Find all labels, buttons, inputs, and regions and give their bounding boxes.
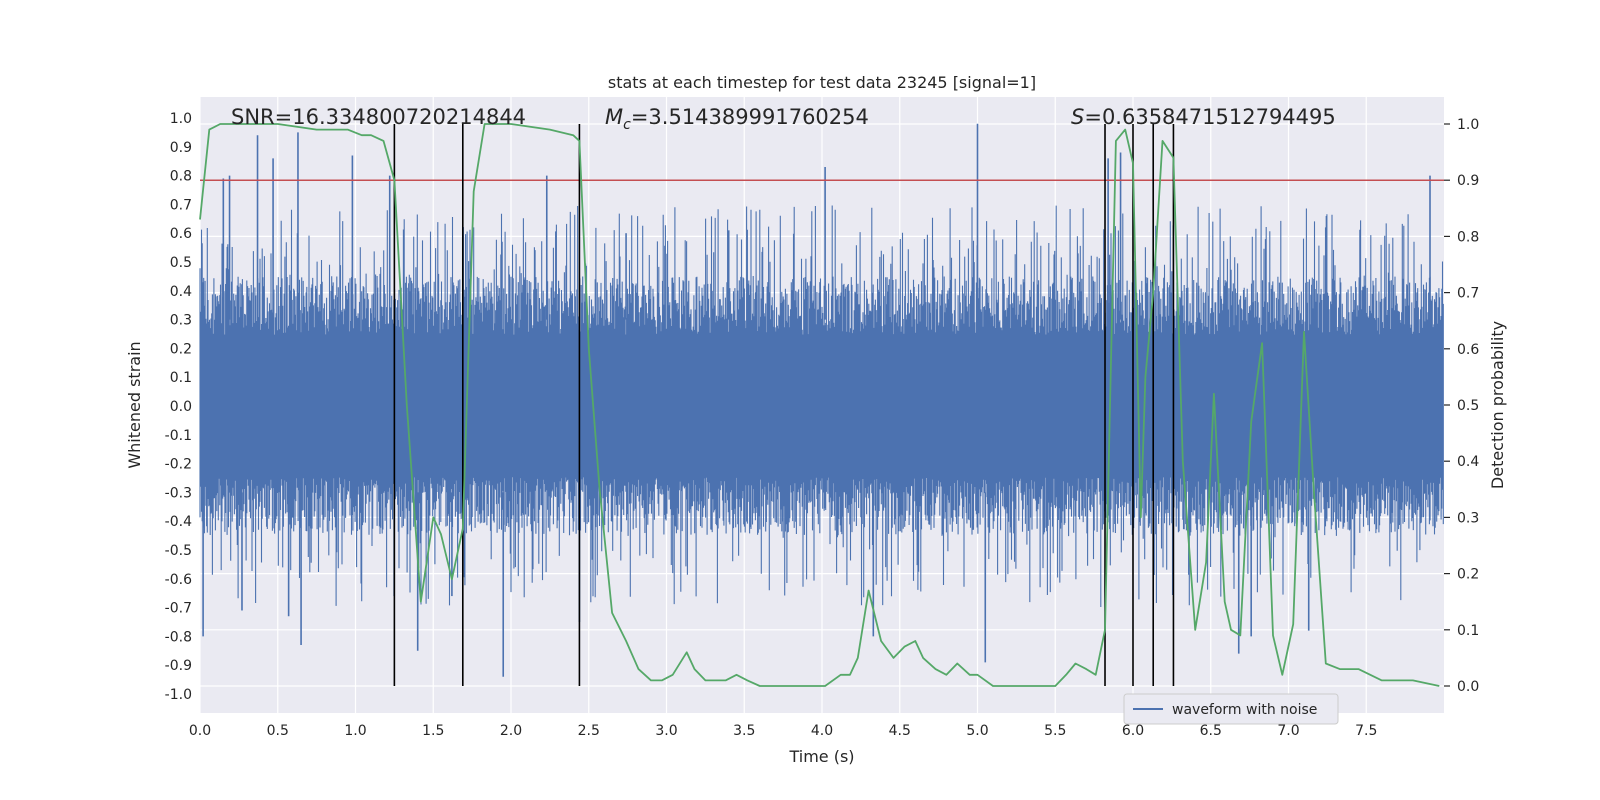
- y-tick-label-right: 0.1: [1457, 623, 1479, 639]
- chirp-mass-annotation: Mc=3.514389991760254: [605, 105, 869, 133]
- x-tick-label: 0.5: [267, 723, 289, 739]
- y-tick-label-left: -0.3: [165, 485, 192, 501]
- y-tick-label-left: -0.8: [165, 629, 192, 645]
- y-tick-label-right: 0.6: [1457, 342, 1479, 358]
- y-tick-label-left: 0.6: [170, 226, 192, 242]
- x-ticks: 0.0 0.5 1.0 1.5 2.0 2.5 3.0 3.5 4.0 4.5 5.0 5.5 6.0 6…: [189, 723, 1378, 739]
- x-tick-label: 3.5: [733, 723, 755, 739]
- x-tick-label: 7.5: [1355, 723, 1377, 739]
- x-tick-label: 6.0: [1122, 723, 1144, 739]
- y-tick-label-left: -0.9: [165, 658, 192, 674]
- y-tick-label-left: -0.1: [165, 428, 192, 444]
- x-tick-label: 1.5: [422, 723, 444, 739]
- y-ticks-right: 1.0 0.9 0.8 0.7 0.6 0.5 0.4 0.3 0.2 0.1 0.0: [1444, 117, 1479, 695]
- y-tick-label-left: -1.0: [165, 687, 192, 703]
- probability-series: [199, 123, 1440, 687]
- legend-label: waveform with noise: [1172, 702, 1317, 718]
- y-tick-label-right: 0.4: [1457, 454, 1479, 470]
- y-tick-label-left: 1.0: [170, 111, 192, 127]
- y-tick-label-left: -0.7: [165, 601, 192, 617]
- x-tick-label: 1.0: [344, 723, 366, 739]
- y-tick-label-left: 0.0: [170, 399, 192, 415]
- x-tick-label: 0.0: [189, 723, 211, 739]
- y-tick-label-left: 0.1: [170, 370, 192, 386]
- y-ticks-left: 1.0 0.9 0.8 0.7 0.6 0.5 0.4 0.3 0.2 0.1 0.0 -0.1 -0.…: [165, 111, 192, 703]
- chirp-mass-value: =3.514389991760254: [631, 105, 869, 129]
- legend-box: [1123, 693, 1339, 725]
- y-tick-label-right: 0.3: [1457, 510, 1479, 526]
- chirp-mass-symbol: M: [605, 105, 623, 129]
- x-tick-label: 4.5: [889, 723, 911, 739]
- y-tick-label-left: 0.4: [170, 284, 192, 300]
- y-tick-label-right: 0.2: [1457, 567, 1479, 583]
- y-tick-label-right: 0.0: [1457, 679, 1479, 695]
- y-tick-label-left: -0.2: [165, 457, 192, 473]
- y-tick-label-left: 0.9: [170, 140, 192, 156]
- x-tick-label: 3.0: [655, 723, 677, 739]
- spin-annotation: S=0.6358471512794495: [1071, 105, 1336, 129]
- x-tick-label: 5.5: [1044, 723, 1066, 739]
- y-tick-label-left: 0.7: [170, 197, 192, 213]
- y-tick-label-right: 0.5: [1457, 398, 1479, 414]
- y-tick-label-left: -0.5: [165, 543, 192, 559]
- x-tick-label: 4.0: [811, 723, 833, 739]
- x-tick-label: 5.0: [966, 723, 988, 739]
- y-tick-label-left: 0.8: [170, 169, 192, 185]
- y-axis-label-right: Detection probability: [1488, 321, 1507, 489]
- spin-symbol: S: [1071, 105, 1084, 129]
- event-lines: [393, 124, 1175, 686]
- x-tick-label: 2.0: [500, 723, 522, 739]
- y-tick-label-left: 0.3: [170, 313, 192, 329]
- legend: waveform with noise: [1123, 693, 1339, 725]
- y-axis-label-left: Whitened strain: [125, 341, 144, 468]
- y-tick-label-left: -0.4: [165, 514, 192, 530]
- waveform-series: [199, 123, 1444, 677]
- spin-value: =0.6358471512794495: [1084, 105, 1335, 129]
- y-tick-label-left: 0.2: [170, 341, 192, 357]
- y-tick-label-right: 0.8: [1457, 229, 1479, 245]
- x-tick-label: 2.5: [578, 723, 600, 739]
- y-tick-label-right: 1.0: [1457, 117, 1479, 133]
- chirp-mass-subscript: c: [623, 117, 631, 133]
- x-tick-label: 6.5: [1200, 723, 1222, 739]
- y-tick-label-left: 0.5: [170, 255, 192, 271]
- x-tick-label: 7.0: [1277, 723, 1299, 739]
- waveform-trace: [199, 205, 1444, 607]
- snr-annotation: SNR=16.334800720214844: [231, 105, 526, 129]
- x-axis-label: Time (s): [788, 747, 854, 766]
- y-tick-label-right: 0.9: [1457, 173, 1479, 189]
- probability-line: [199, 123, 1440, 687]
- y-tick-label-right: 0.7: [1457, 286, 1479, 302]
- chart-title: stats at each timestep for test data 232…: [608, 73, 1036, 92]
- y-tick-label-left: -0.6: [165, 572, 192, 588]
